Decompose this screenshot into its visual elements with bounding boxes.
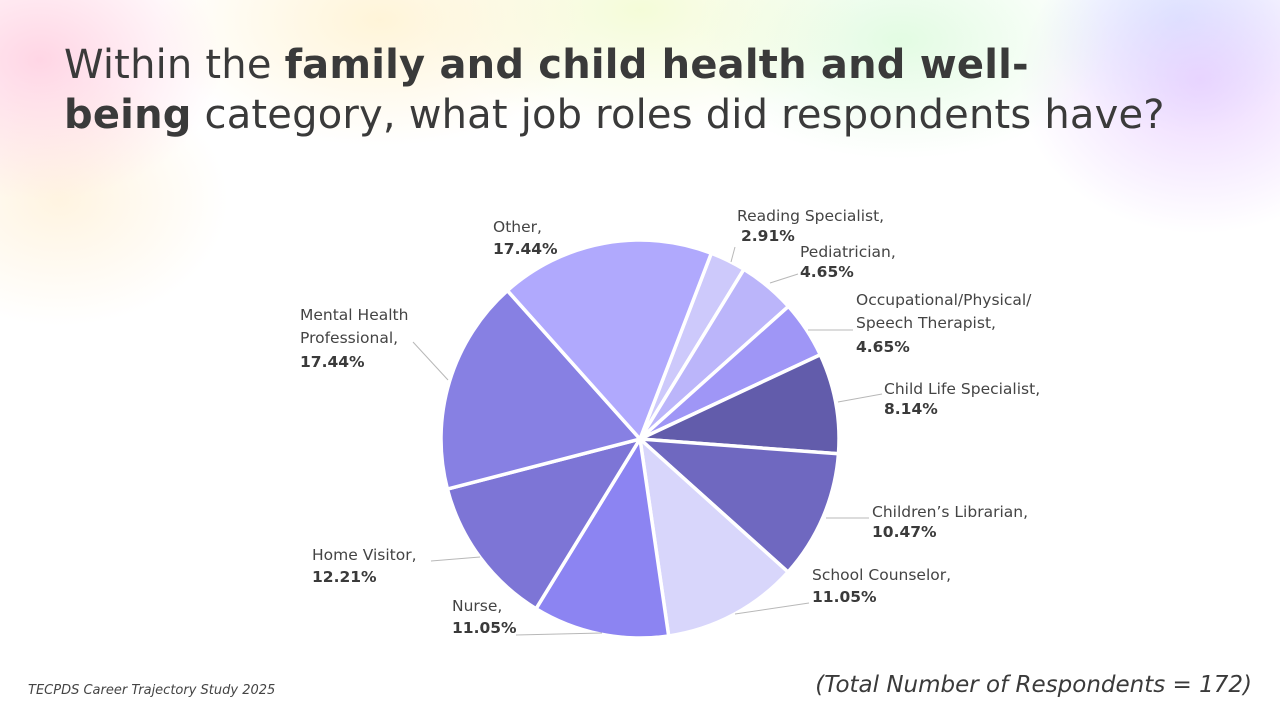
slice-label-value: 17.44% (493, 240, 558, 258)
slice-label-name: Child Life Specialist, (884, 380, 1040, 398)
slice-label-value: 8.14% (884, 400, 938, 418)
pie-slice-nurse (534, 437, 671, 640)
leader-line (730, 246, 736, 263)
leader-line (412, 341, 449, 381)
title-part: category, what job roles did respondents… (191, 92, 1165, 138)
pie-slice-school-counselor (638, 437, 790, 638)
slice-label-name: Mental Health Professional, (300, 306, 408, 347)
slide-title: Within the family and child health and w… (64, 40, 1244, 140)
footer-total-respondents: (Total Number of Respondents = 172) (815, 672, 1252, 698)
title-part-bold: family and child health and well- (284, 42, 1029, 88)
leader-line (734, 602, 810, 615)
leader-line (430, 556, 481, 562)
slice-label-name: Children’s Librarian, (872, 503, 1028, 521)
slice-label-value: 4.65% (856, 338, 910, 356)
slice-label-value: 11.05% (452, 619, 517, 637)
slice-label-name: Home Visitor, (312, 546, 417, 564)
slice-label-value: 10.47% (872, 523, 937, 541)
leader-line (837, 393, 883, 403)
slice-label-value: 17.44% (300, 353, 365, 371)
pie-slice-child-life-specialist (638, 352, 841, 456)
pie-slice-other (505, 238, 714, 441)
slice-label-name: Other, (493, 218, 542, 236)
pie-slice-children-s-librarian (638, 437, 841, 574)
pie-slice-home-visitor (445, 437, 642, 611)
slice-label-name: Pediatrician, (800, 243, 896, 261)
leader-line (769, 273, 799, 284)
slice-label-name: Nurse, (452, 597, 502, 615)
slice-label-name: Occupational/Physical/Speech Therapist, (856, 291, 1032, 332)
leader-line (515, 632, 603, 636)
slice-label-value: 4.65% (800, 263, 854, 281)
slice-label-name: Reading Specialist, (737, 207, 884, 225)
pie-slice-mental-health-professional (439, 288, 642, 491)
footer-source: TECPDS Career Trajectory Study 2025 (28, 683, 276, 698)
title-part-bold: being (64, 92, 192, 138)
slice-label-value: 2.91% (741, 227, 795, 245)
slice-label-name: School Counselor, (812, 566, 951, 584)
title-part: Within the (64, 42, 285, 88)
slice-label-value: 12.21% (312, 568, 377, 586)
slice-label-value: 11.05% (812, 588, 877, 606)
